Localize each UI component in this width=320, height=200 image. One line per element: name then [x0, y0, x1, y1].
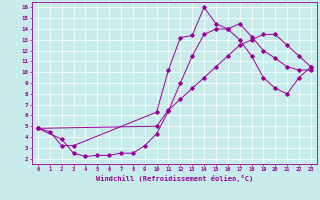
X-axis label: Windchill (Refroidissement éolien,°C): Windchill (Refroidissement éolien,°C): [96, 175, 253, 182]
